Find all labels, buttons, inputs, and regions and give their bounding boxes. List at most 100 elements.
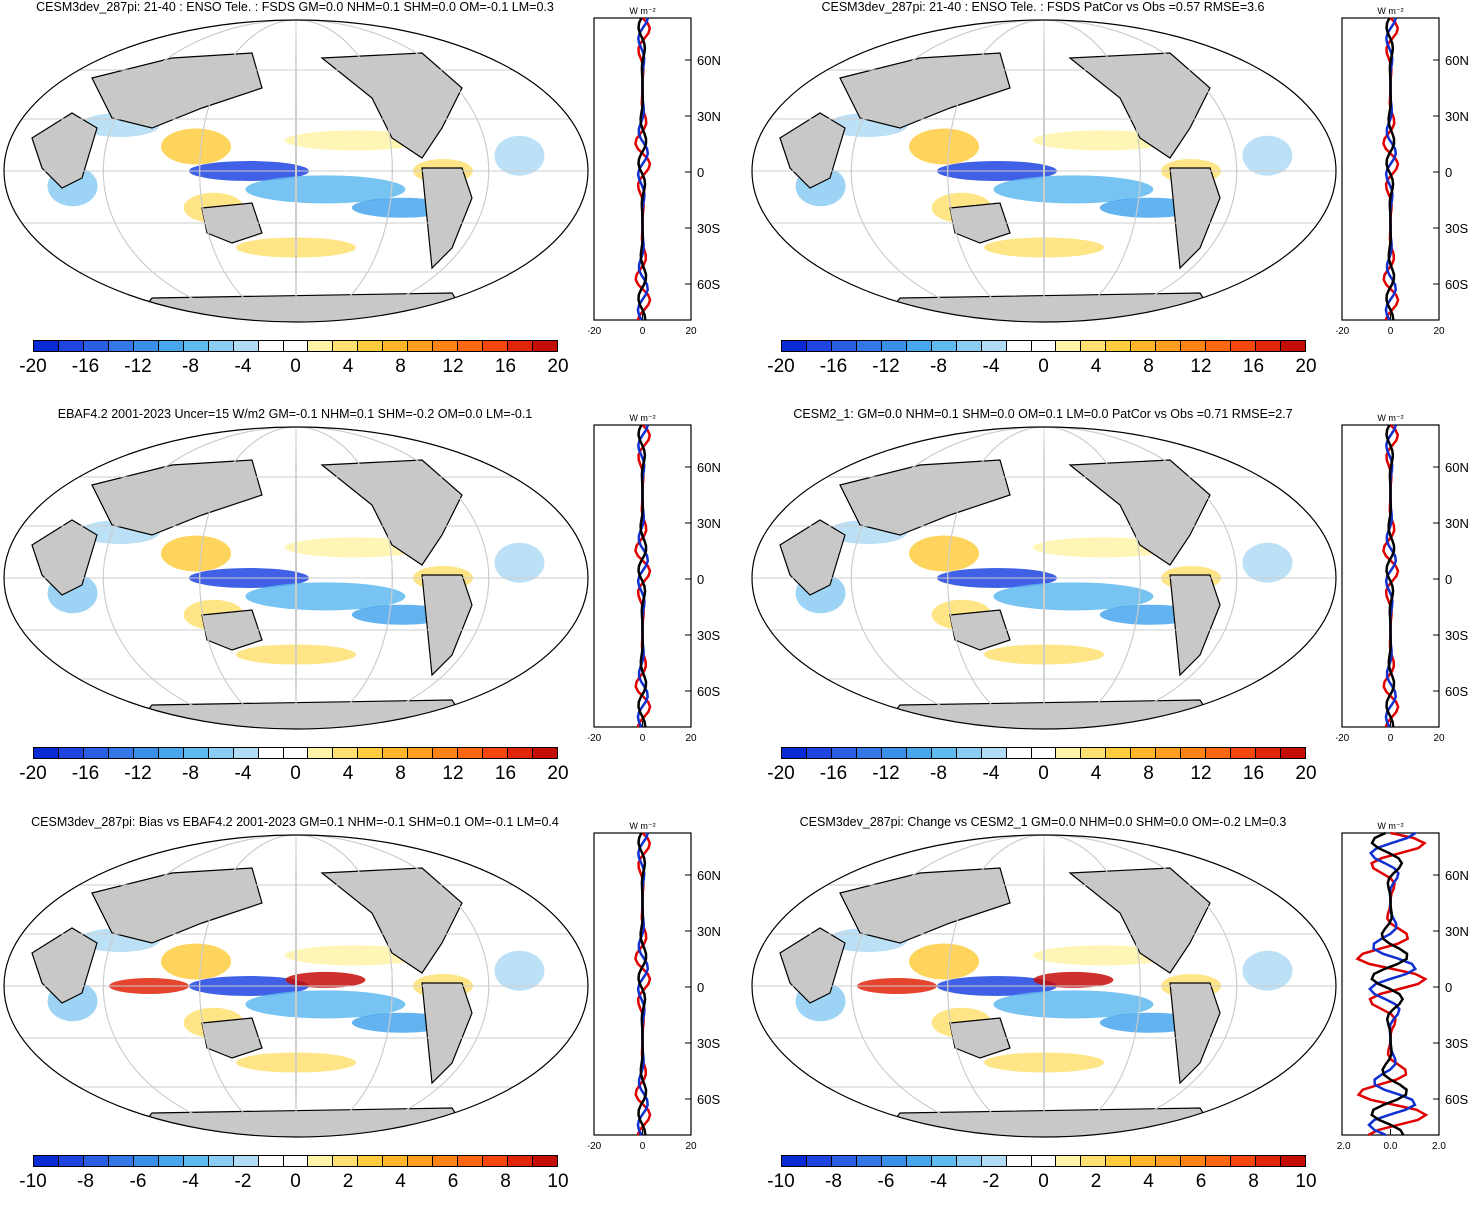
land-mass bbox=[839, 867, 1011, 944]
colorbar-swatch bbox=[956, 748, 982, 758]
colorbar bbox=[33, 747, 558, 759]
map-border bbox=[751, 834, 1337, 1138]
colorbar-label: -12 bbox=[872, 763, 900, 784]
colorbar-swatch bbox=[483, 1156, 509, 1166]
colorbar-swatch bbox=[1131, 748, 1157, 758]
profile-latitude-label: 30S bbox=[1445, 1036, 1468, 1051]
profile-x-tick: -20 bbox=[1336, 326, 1350, 337]
colorbar-swatch bbox=[483, 341, 509, 351]
colorbar-swatch bbox=[1106, 1156, 1132, 1166]
colorbar-swatch bbox=[458, 1156, 484, 1166]
colorbar-label: 0 bbox=[1038, 356, 1049, 377]
colorbar-swatch bbox=[208, 748, 234, 758]
colorbar-swatch bbox=[1006, 748, 1032, 758]
land-mass bbox=[1068, 867, 1211, 974]
colorbar-swatch bbox=[308, 341, 334, 351]
profile-latitude-label: 30N bbox=[1445, 109, 1469, 124]
colorbar bbox=[781, 1155, 1306, 1167]
colorbar-label: 0 bbox=[1038, 1171, 1049, 1192]
colorbar-swatch bbox=[208, 341, 234, 351]
colorbar-swatch bbox=[981, 748, 1007, 758]
profile-x-tick: 20 bbox=[685, 326, 697, 337]
colorbar-swatch bbox=[358, 341, 384, 351]
land-mass bbox=[320, 459, 463, 566]
colorbar-swatch bbox=[856, 748, 882, 758]
colorbar-swatch bbox=[1206, 341, 1232, 351]
colorbar-swatch bbox=[508, 1156, 534, 1166]
anomaly-region bbox=[494, 950, 545, 991]
panel-p2: CESM3dev_287pi: 21-40 : ENSO Tele. : FSD… bbox=[748, 0, 1483, 395]
colorbar-swatch bbox=[806, 341, 832, 351]
colorbar-label: 8 bbox=[1143, 356, 1154, 377]
colorbar-swatch bbox=[906, 341, 932, 351]
colorbar-label: 8 bbox=[395, 356, 406, 377]
profile-latitude-label: 60N bbox=[697, 460, 721, 475]
colorbar-label: 8 bbox=[1143, 763, 1154, 784]
colorbar-swatch bbox=[1231, 748, 1257, 758]
colorbar-swatch bbox=[83, 1156, 109, 1166]
colorbar-swatch bbox=[34, 1156, 59, 1166]
colorbar-swatch bbox=[133, 1156, 159, 1166]
colorbar-swatch bbox=[333, 748, 359, 758]
colorbar-swatch bbox=[433, 1156, 459, 1166]
colorbar-swatch bbox=[931, 1156, 957, 1166]
colorbar-label: 4 bbox=[342, 356, 354, 377]
colorbar-swatch bbox=[108, 341, 134, 351]
global-map bbox=[3, 834, 589, 1138]
profile-latitude-label: 30S bbox=[697, 1036, 720, 1051]
colorbar-label: -8 bbox=[77, 1171, 94, 1192]
colorbar-label: -16 bbox=[71, 763, 100, 784]
colorbar-label: 20 bbox=[1295, 763, 1317, 784]
profile-latitude-label: 60S bbox=[697, 684, 720, 699]
profile-latitude-label: 60S bbox=[1445, 684, 1468, 699]
colorbar-label: -8 bbox=[930, 356, 947, 377]
colorbar-label: -12 bbox=[872, 356, 900, 377]
colorbar-swatch bbox=[782, 748, 807, 758]
colorbar-label: 16 bbox=[494, 763, 517, 784]
anomaly-region bbox=[161, 943, 232, 980]
colorbar-label: 4 bbox=[395, 1171, 406, 1192]
profile-line bbox=[637, 424, 648, 728]
zonal-mean-profile: W m⁻² 60N 30N 0 30S 60S -20 0 20 bbox=[588, 413, 721, 744]
profile-x-tick: 0 bbox=[640, 733, 646, 744]
land-mass bbox=[421, 574, 473, 677]
map-border bbox=[751, 426, 1337, 730]
colorbar-label: 10 bbox=[1295, 1171, 1317, 1192]
colorbar-swatch bbox=[1031, 341, 1057, 351]
colorbar-labels: -20 -16 -12 -8 -4 0 4 8 12 16 20 bbox=[767, 763, 1316, 785]
colorbar-swatch bbox=[831, 341, 857, 351]
panel-title: CESM3dev_287pi: Change vs CESM2_1 GM=0.0… bbox=[799, 815, 1287, 829]
colorbar-label: 12 bbox=[442, 356, 464, 377]
colorbar-swatch bbox=[383, 341, 409, 351]
colorbar-labels: -20 -16 -12 -8 -4 0 4 8 12 16 20 bbox=[19, 763, 568, 785]
map-border bbox=[751, 19, 1337, 323]
colorbar-label: -16 bbox=[71, 356, 100, 377]
colorbar-swatch bbox=[83, 748, 109, 758]
profile-latitude-label: 0 bbox=[1445, 980, 1452, 995]
longitude-line bbox=[199, 20, 393, 322]
colorbar-swatch bbox=[83, 341, 109, 351]
profile-latitude-label: 30N bbox=[697, 109, 721, 124]
colorbar bbox=[781, 340, 1306, 352]
colorbar-labels: -10 -8 -6 -4 -2 0 2 4 6 8 10 bbox=[767, 1171, 1316, 1193]
colorbar-swatch bbox=[1006, 341, 1032, 351]
profile-x-tick: 20 bbox=[685, 733, 697, 744]
colorbar-label: 6 bbox=[447, 1171, 459, 1192]
colorbar-swatch bbox=[906, 1156, 932, 1166]
panel-title: CESM3dev_287pi: Bias vs EBAF4.2 2001-202… bbox=[31, 815, 559, 829]
panel-p1: CESM3dev_287pi: 21-40 : ENSO Tele. : FSD… bbox=[0, 0, 740, 395]
colorbar-label: 20 bbox=[547, 356, 569, 377]
colorbar-swatch bbox=[1081, 1156, 1107, 1166]
profile-line bbox=[1385, 17, 1396, 321]
profile-latitude-label: 60N bbox=[1445, 460, 1469, 475]
colorbar-swatch bbox=[1081, 341, 1107, 351]
panel-p5: CESM3dev_287pi: Bias vs EBAF4.2 2001-202… bbox=[0, 815, 740, 1210]
land-mass bbox=[1068, 459, 1211, 566]
colorbar-swatch bbox=[183, 1156, 209, 1166]
land-mass bbox=[878, 699, 1222, 729]
colorbar-swatch bbox=[1256, 1156, 1282, 1166]
colorbar-swatch bbox=[1131, 1156, 1157, 1166]
anomaly-region bbox=[909, 535, 980, 572]
profile-latitude-label: 60N bbox=[1445, 868, 1469, 883]
profile-x-tick: -2.0 bbox=[1336, 1141, 1351, 1152]
